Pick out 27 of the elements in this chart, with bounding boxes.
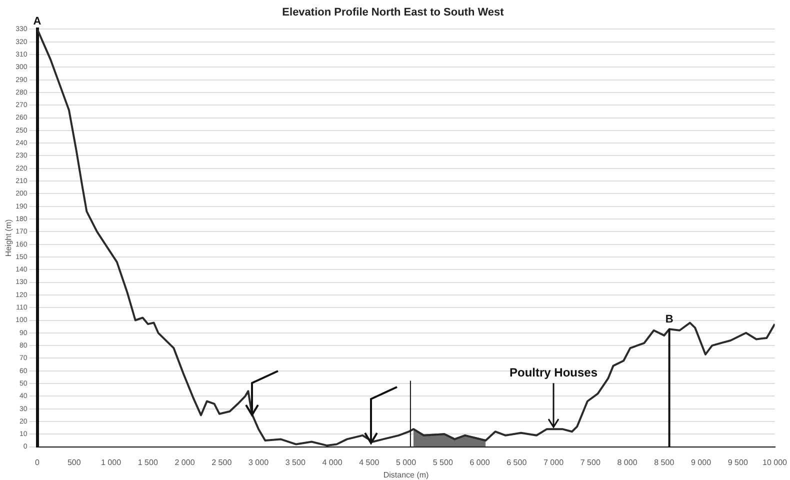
x-tick-label: 4 500 <box>359 458 380 467</box>
annotation: Poultry Houses <box>510 365 598 380</box>
x-tick-label: 1 000 <box>101 458 122 467</box>
chart-title: Elevation Profile North East to South West <box>282 6 504 19</box>
x-tick-label: 9 000 <box>691 458 712 467</box>
x-tick-label: 6 000 <box>470 458 490 467</box>
x-tick-label: 2 000 <box>174 458 196 467</box>
x-tick-label: 5 500 <box>432 458 454 467</box>
x-tick-label: 3 000 <box>248 458 270 467</box>
x-tick-label: 4 000 <box>322 458 343 467</box>
x-tick-label: 3 500 <box>285 458 306 467</box>
y-axis-title: Height (m) <box>4 218 14 257</box>
x-tick-label: 2 500 <box>212 458 232 467</box>
x-tick-label: 1 500 <box>138 458 158 467</box>
x-tick-label: 7 500 <box>580 458 601 467</box>
x-tick-label: 0 <box>35 458 40 467</box>
x-tick-label: 5 000 <box>396 458 417 467</box>
x-tick-label: 6 500 <box>506 458 528 467</box>
x-tick-label: 500 <box>67 458 82 467</box>
x-tick-label: 7 000 <box>544 458 564 467</box>
x-tick-label: 8 000 <box>617 458 638 467</box>
x-tick-label: 10 000 <box>762 458 788 467</box>
annotation: A <box>33 16 42 28</box>
x-axis-title: Distance (m) <box>383 470 430 480</box>
x-tick-label: 8 500 <box>654 458 675 467</box>
x-tick-label: 9 500 <box>728 458 748 467</box>
ref-line-label: B <box>665 314 674 326</box>
